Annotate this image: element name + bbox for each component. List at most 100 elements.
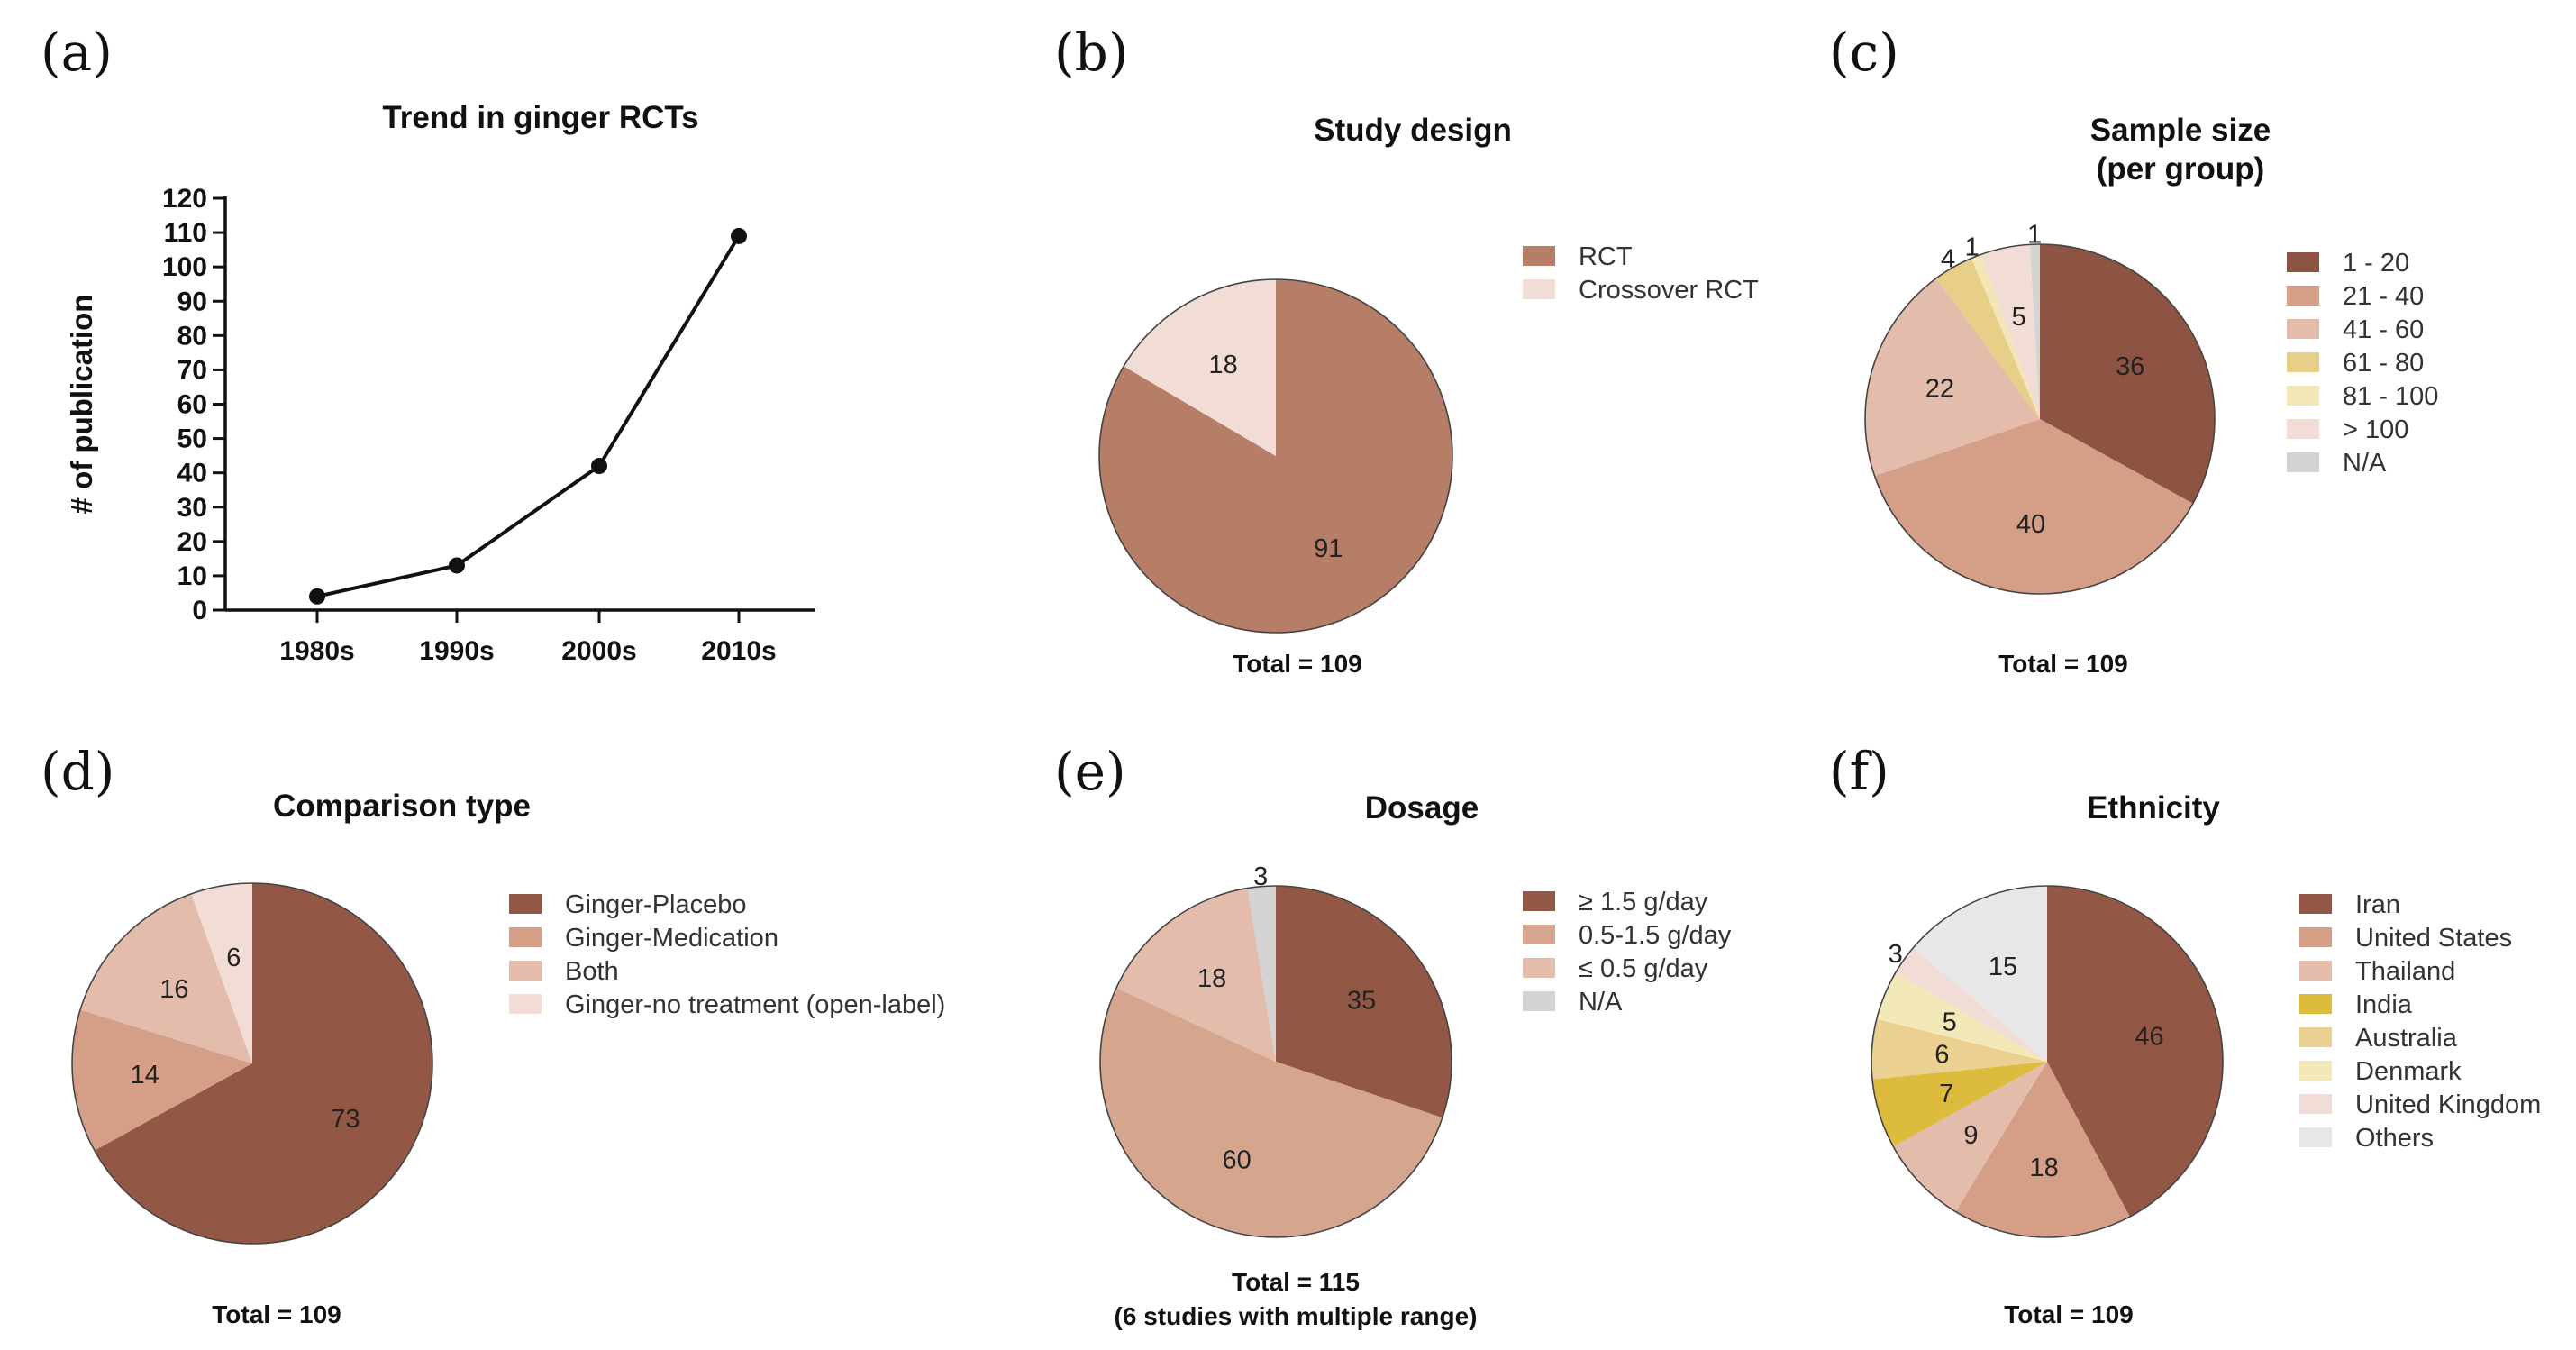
legend-swatch: [2299, 1061, 2332, 1081]
slice-label: 5: [1943, 1008, 1957, 1037]
legend-swatch: [2299, 927, 2332, 947]
pie-slice: [1876, 971, 2047, 1062]
y-tick-label: 90: [177, 287, 207, 316]
slice-label: 3: [1253, 862, 1268, 891]
legend-swatch: [1523, 279, 1555, 299]
pie-slice: [2029, 244, 2040, 419]
legend-label: 41 - 60: [2343, 315, 2424, 344]
legend-label: Australia: [2355, 1024, 2458, 1053]
y-tick-label: 60: [177, 390, 207, 420]
legend-label: ≥ 1.5 g/day: [1579, 888, 1708, 917]
legend-label: N/A: [2343, 449, 2387, 478]
data-point: [449, 557, 465, 574]
total-label: Total = 115: [1232, 1268, 1360, 1296]
y-tick-label: 20: [177, 527, 207, 557]
legend-swatch: [2299, 994, 2332, 1014]
y-tick-label: 40: [177, 459, 207, 488]
y-tick-label: 10: [177, 561, 207, 591]
total-label: Total = 109: [1998, 650, 2127, 678]
legend-label: Crossover RCT: [1579, 276, 1759, 305]
y-tick-label: 50: [177, 424, 207, 454]
slice-label: 1: [1965, 233, 1980, 262]
pie-outline: [71, 882, 433, 1245]
y-tick-label: 80: [177, 321, 207, 351]
y-tick-label: 110: [164, 218, 207, 248]
x-tick-label: 2000s: [561, 636, 636, 666]
slice-label: 91: [1314, 534, 1343, 563]
total-label: (6 studies with multiple range): [1115, 1302, 1478, 1330]
panel-letter: (b): [1054, 22, 1128, 83]
slice-label: 14: [130, 1061, 159, 1090]
x-tick-label: 2010s: [701, 636, 776, 666]
legend-swatch: [2299, 1094, 2332, 1114]
pie-chart-d: Comparison type 73 14 16 6 Ginger-Placebo Ging…: [71, 789, 945, 1328]
series-line: [316, 234, 741, 598]
legend-label: 1 - 20: [2343, 249, 2409, 278]
slice-label: 16: [159, 975, 188, 1004]
legend-label: 61 - 80: [2343, 349, 2424, 378]
pie-outline: [1864, 243, 2216, 595]
legend-label: Both: [565, 957, 619, 986]
data-point: [591, 458, 607, 475]
chart-title: Sample size: [2090, 113, 2271, 148]
pie-slice: [1098, 279, 1452, 633]
pie-outline: [1098, 278, 1453, 634]
legend-swatch: [509, 994, 542, 1014]
legend-label: N/A: [1579, 988, 1623, 1017]
slice-label: 60: [1223, 1146, 1252, 1175]
slice-label: 9: [1963, 1121, 1978, 1150]
legend-label: Thailand: [2355, 957, 2455, 986]
y-axis-label: # of publication: [65, 295, 98, 515]
legend-swatch: [2287, 419, 2319, 439]
y-tick-label: 0: [192, 596, 207, 625]
legend-label: Ginger-no treatment (open-label): [565, 990, 945, 1019]
slice-label: 46: [2135, 1023, 2163, 1052]
chart-title: Study design: [1314, 113, 1512, 148]
slice-label: 6: [226, 944, 241, 972]
slice-label: 18: [2029, 1154, 2058, 1182]
pie-slice: [1871, 1018, 2047, 1080]
panel-letter: (f): [1829, 741, 1889, 802]
legend-swatch: [2287, 252, 2319, 272]
legend-label: 0.5-1.5 g/day: [1579, 921, 1732, 950]
pie-slice: [1893, 1062, 2047, 1212]
pie-slice: [1896, 947, 2047, 1062]
pie-slice: [1099, 988, 1443, 1238]
total-label: Total = 109: [212, 1300, 341, 1328]
pie-chart-b: Study design 91 18 RCT Crossover RCT Total = …: [1098, 113, 1759, 678]
legend-swatch: [2287, 286, 2319, 306]
pie-outline: [1871, 885, 2224, 1238]
legend-swatch: [509, 927, 542, 947]
line-chart-a: Trend in ginger RCTs 0 10 20 30 40 50 60 70 80 90 1…: [65, 100, 815, 666]
legend-swatch: [2287, 386, 2319, 406]
slice-label: 73: [331, 1105, 360, 1134]
pie-slice: [2040, 244, 2215, 504]
slice-label: 15: [1989, 953, 2017, 981]
slice-label: 4: [1941, 244, 1955, 273]
pie-slice: [1116, 888, 1276, 1062]
pie-slice: [1865, 278, 2040, 477]
data-point: [731, 227, 747, 244]
legend-label: Others: [2355, 1124, 2434, 1153]
pie-slice: [191, 883, 252, 1063]
y-tick-label: 30: [177, 493, 207, 523]
x-tick-label: 1980s: [279, 636, 354, 666]
pie-slice: [1124, 279, 1276, 456]
pie-slice: [80, 893, 252, 1063]
legend-label: Ginger-Placebo: [565, 890, 747, 919]
pie-slice: [72, 1009, 252, 1151]
slice-label: 5: [2012, 303, 2026, 332]
slice-label: 18: [1197, 964, 1226, 993]
x-tick-label: 1990s: [419, 636, 494, 666]
chart-title: Trend in ginger RCTs: [382, 100, 698, 135]
slice-label: 40: [2016, 510, 2045, 539]
pie-chart-f: Ethnicity 46 18 97 6 5 3 15 Iran United States Tha…: [1871, 790, 2541, 1328]
legend-label: Ginger-Medication: [565, 924, 778, 953]
pie-slice: [1871, 1062, 2047, 1147]
legend-swatch: [1523, 925, 1555, 944]
legend-label: Denmark: [2355, 1057, 2462, 1086]
pie-slice: [1955, 1062, 2130, 1238]
legend-swatch: [1523, 246, 1555, 266]
chart-title: Ethnicity: [2087, 790, 2220, 826]
